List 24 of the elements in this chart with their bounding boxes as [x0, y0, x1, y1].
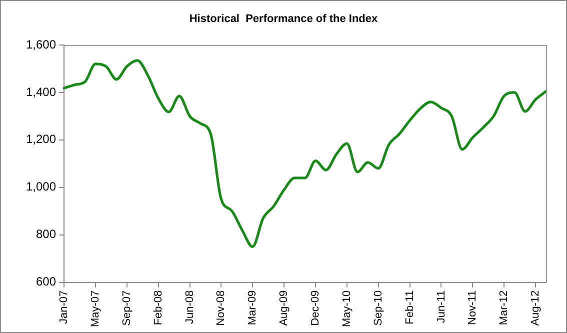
x-tick-label: Dec-09 [310, 290, 322, 326]
x-tick-label: Feb-11 [404, 290, 416, 324]
x-tick-label: Sep-10 [372, 290, 384, 326]
y-tick-label: 1,400 [26, 84, 56, 99]
y-tick-label: 1,000 [26, 180, 56, 194]
x-tick-label: Jun-08 [184, 290, 196, 324]
x-tick-label: Aug-09 [278, 290, 290, 326]
y-tick-label: 600 [36, 274, 56, 289]
x-tick-label: Nov-08 [215, 290, 228, 326]
x-tick-label: May-07 [89, 290, 102, 328]
x-tick-label: Feb-08 [152, 290, 164, 326]
y-tick-label: 800 [36, 227, 56, 242]
x-tick-label: Nov-11 [466, 290, 479, 325]
x-tick-label: Mar-09 [246, 290, 259, 326]
x-tick-label: Mar-12 [498, 290, 510, 326]
x-tick-label: Sep-07 [120, 290, 133, 326]
x-tick-label: Jun-11 [435, 290, 448, 324]
x-tick-label: May-10 [340, 290, 353, 328]
y-tick-label: 1,200 [26, 132, 56, 146]
chart-title: Historical Performance of the Index [188, 13, 379, 25]
x-tick-label: Aug-12 [530, 290, 542, 326]
line-series [62, 59, 548, 248]
x-tick-label: Jan-07 [58, 290, 70, 324]
y-tick-label: 1,600 [26, 37, 56, 52]
